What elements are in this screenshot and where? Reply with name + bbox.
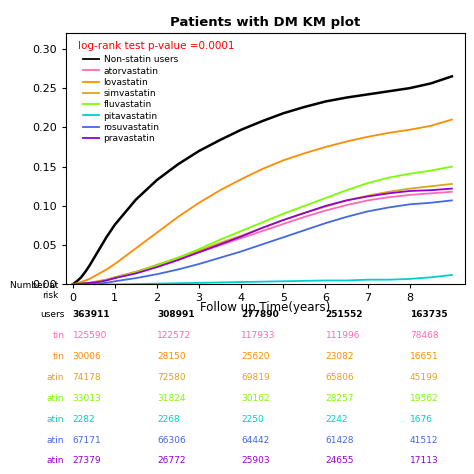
- Text: atin: atin: [47, 373, 64, 382]
- Text: 45199: 45199: [410, 373, 438, 382]
- Text: 308991: 308991: [157, 310, 194, 319]
- Text: 125590: 125590: [73, 331, 107, 340]
- Text: 28257: 28257: [326, 394, 354, 403]
- Text: 72580: 72580: [157, 373, 186, 382]
- Text: 17113: 17113: [410, 456, 438, 465]
- Text: 1676: 1676: [410, 415, 433, 424]
- Text: 69819: 69819: [241, 373, 270, 382]
- Text: 30162: 30162: [241, 394, 270, 403]
- Text: Follow up Time(years): Follow up Time(years): [201, 301, 330, 314]
- Text: 74178: 74178: [73, 373, 101, 382]
- Legend: Non-statin users, atorvastatin, lovastatin, simvastatin, fluvastatin, pitavastat: Non-statin users, atorvastatin, lovastat…: [83, 55, 178, 143]
- Text: 2242: 2242: [326, 415, 348, 424]
- Text: users: users: [40, 310, 64, 319]
- Text: 122572: 122572: [157, 331, 191, 340]
- Text: 66306: 66306: [157, 436, 186, 445]
- Text: 111996: 111996: [326, 331, 360, 340]
- Text: 2268: 2268: [157, 415, 180, 424]
- Title: Patients with DM KM plot: Patients with DM KM plot: [170, 16, 361, 29]
- Text: 64442: 64442: [241, 436, 269, 445]
- Text: 277890: 277890: [241, 310, 279, 319]
- Text: 26772: 26772: [157, 456, 185, 465]
- Text: 41512: 41512: [410, 436, 438, 445]
- Text: 67171: 67171: [73, 436, 101, 445]
- Text: 19562: 19562: [410, 394, 438, 403]
- Text: 117933: 117933: [241, 331, 276, 340]
- Text: tin: tin: [52, 331, 64, 340]
- Text: log-rank test p-value =0.0001: log-rank test p-value =0.0001: [78, 41, 235, 51]
- Text: 2282: 2282: [73, 415, 95, 424]
- Text: 27379: 27379: [73, 456, 101, 465]
- Text: atin: atin: [47, 436, 64, 445]
- Text: 31824: 31824: [157, 394, 185, 403]
- Text: 33013: 33013: [73, 394, 101, 403]
- Text: 251552: 251552: [326, 310, 363, 319]
- Text: 25903: 25903: [241, 456, 270, 465]
- Text: 163735: 163735: [410, 310, 447, 319]
- Text: 25620: 25620: [241, 352, 270, 361]
- Text: 23082: 23082: [326, 352, 354, 361]
- Text: 2250: 2250: [241, 415, 264, 424]
- Text: atin: atin: [47, 415, 64, 424]
- Text: tin: tin: [52, 352, 64, 361]
- Text: 30006: 30006: [73, 352, 101, 361]
- Text: 61428: 61428: [326, 436, 354, 445]
- Text: Number at
risk: Number at risk: [10, 281, 58, 300]
- Text: 363911: 363911: [73, 310, 110, 319]
- Text: 78468: 78468: [410, 331, 438, 340]
- Text: atin: atin: [47, 394, 64, 403]
- Text: atin: atin: [47, 456, 64, 465]
- Text: 65806: 65806: [326, 373, 354, 382]
- Text: 28150: 28150: [157, 352, 186, 361]
- Text: 24655: 24655: [326, 456, 354, 465]
- Text: 16651: 16651: [410, 352, 438, 361]
